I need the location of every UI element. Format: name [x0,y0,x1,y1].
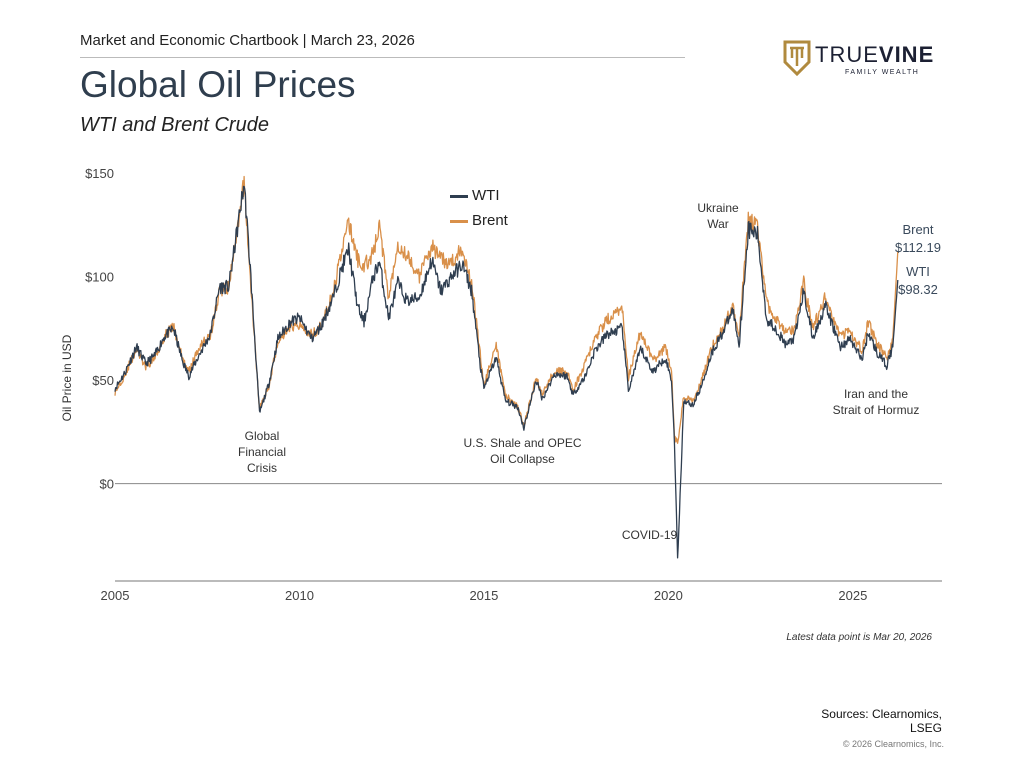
annotation-gfc: Global Financial Crisis [237,429,287,475]
shield-icon [783,40,811,76]
chartbook-header: Market and Economic Chartbook | March 23… [80,32,415,49]
page-subtitle: WTI and Brent Crude [80,114,269,136]
annotation-iran: Iran and the Strait of Hormuz [832,387,920,417]
page-title: Global Oil Prices [80,64,356,105]
legend-swatch-brent [450,219,468,223]
sources: Sources: Clearnomics, LSEG [821,707,942,735]
truevine-logo: TRUEVINE FAMILY WEALTH [783,40,943,80]
annotation-shale: U.S. Shale and OPEC Oil Collapse [463,436,582,466]
end-label-brent: Brent $112.19 [894,222,942,255]
legend-wti: WTI [450,187,500,204]
y-tick-label: $0 [100,477,114,492]
y-tick-label: $100 [85,270,114,285]
y-tick-label: $50 [92,373,114,388]
end-label-wti: WTI $98.32 [898,264,938,297]
series-line-wti [114,185,899,559]
copyright: © 2026 Clearnomics, Inc. [842,739,944,749]
y-axis-label: Oil Price in USD [60,334,74,421]
annotation-covid: COVID-19 [621,528,678,542]
y-tick-label: $150 [85,166,114,181]
x-tick-label: 2005 [101,588,130,603]
x-tick-label: 2020 [654,588,683,603]
header-divider [80,57,685,58]
x-tick-label: 2025 [838,588,867,603]
latest-data-note: Latest data point is Mar 20, 2026 [786,632,932,643]
annotation-ukraine: Ukraine War [697,201,739,231]
x-tick-label: 2010 [285,588,314,603]
legend-brent: Brent [450,212,508,229]
legend-swatch-wti [450,194,468,198]
x-tick-label: 2015 [469,588,498,603]
